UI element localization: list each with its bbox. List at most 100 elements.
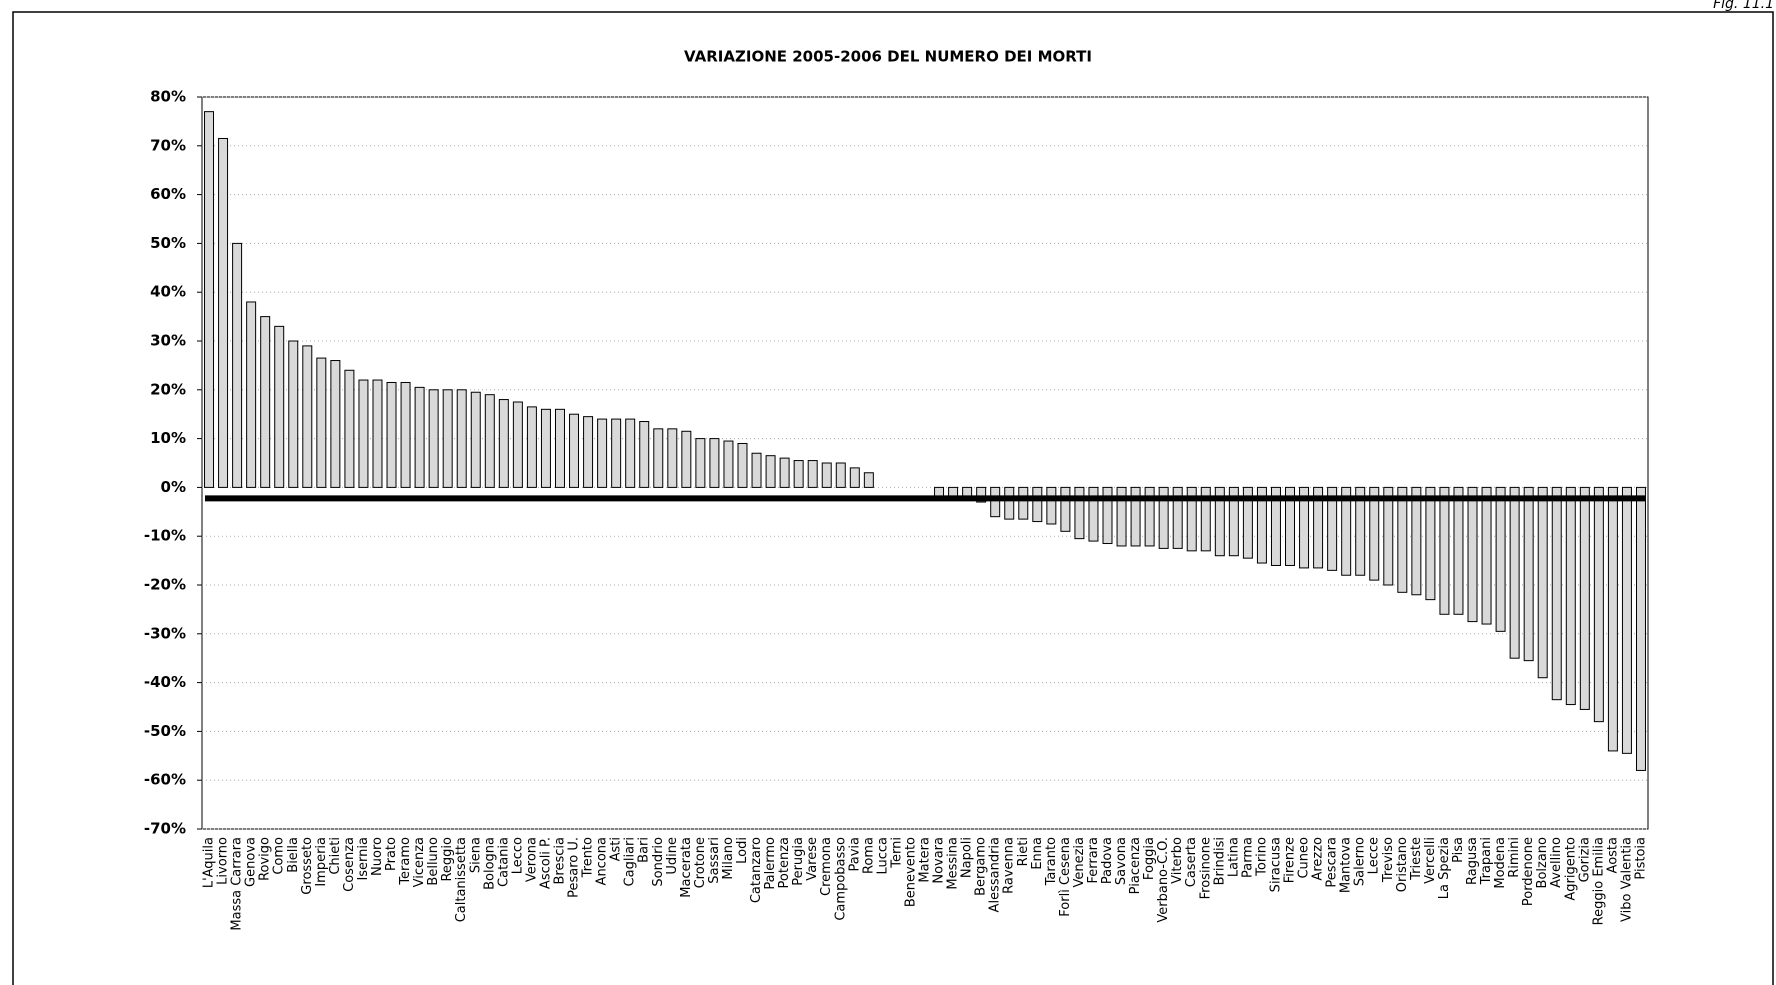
x-tick-label: Crotone — [693, 837, 708, 888]
x-tick-label: Macerata — [679, 837, 694, 898]
y-tick-label: 30% — [150, 332, 186, 350]
x-tick-label: Aosta — [1605, 837, 1620, 873]
bar — [1593, 486, 1604, 723]
bar — [1621, 486, 1632, 754]
x-tick-label: Milano — [721, 837, 736, 880]
x-tick-label: Cremona — [819, 837, 834, 896]
x-tick-label: Pistoia — [1633, 837, 1648, 880]
bar — [653, 428, 664, 488]
bar — [1256, 486, 1267, 564]
bar — [1537, 486, 1548, 679]
bar — [1313, 486, 1324, 569]
x-tick-label: Gorizia — [1577, 837, 1592, 882]
y-tick-label: 50% — [150, 234, 186, 252]
x-tick-label: Vicenza — [412, 837, 427, 887]
x-tick-label: Massa Carrara — [230, 837, 245, 931]
bar — [246, 301, 257, 488]
x-tick-label: Lucca — [875, 837, 890, 875]
bar — [1369, 486, 1380, 581]
x-tick-label: Genova — [244, 837, 259, 887]
x-tick-label: Palermo — [763, 837, 778, 890]
x-tick-label: Parma — [1240, 837, 1255, 878]
x-tick-label: Vibo Valentia — [1619, 837, 1634, 922]
x-tick-label: Caserta — [1184, 837, 1199, 887]
x-tick-label: Oristano — [1395, 837, 1410, 892]
x-tick-label: Padova — [1100, 837, 1115, 884]
x-tick-label: Teramo — [398, 837, 413, 886]
y-tick-label: -20% — [144, 576, 186, 594]
bar — [554, 408, 565, 488]
y-tick-label: -70% — [144, 820, 186, 838]
x-tick-label: Terni — [889, 837, 904, 869]
bar — [1046, 486, 1057, 525]
bar — [204, 111, 215, 488]
bar — [695, 438, 706, 488]
x-tick-label: Chieti — [328, 837, 343, 875]
x-tick-label: Treviso — [1381, 837, 1396, 883]
bar — [386, 381, 397, 488]
bar — [611, 418, 622, 488]
bar — [414, 386, 425, 488]
bar — [1341, 486, 1352, 576]
bar — [1186, 486, 1197, 552]
x-tick-label: Catania — [496, 837, 511, 887]
x-tick-label: Reggio — [440, 837, 455, 882]
x-tick-label: Latina — [1226, 837, 1241, 877]
x-tick-label: Bolzano — [1535, 837, 1550, 889]
bar — [1299, 486, 1310, 569]
bar — [1635, 486, 1646, 771]
bar — [990, 486, 1001, 518]
x-tick-label: Reggio Emilia — [1591, 837, 1606, 925]
bar — [1565, 486, 1576, 706]
x-tick-label: Cuneo — [1297, 837, 1312, 879]
bar — [1579, 486, 1590, 710]
x-tick-label: Napoli — [960, 837, 975, 878]
bar — [1425, 486, 1436, 601]
x-tick-label: Venezia — [1072, 837, 1087, 888]
x-tick-label: Pavia — [847, 837, 862, 872]
x-tick-label: Cosenza — [342, 837, 357, 892]
x-tick-label: Belluno — [426, 837, 441, 886]
bar — [737, 442, 748, 488]
x-tick-label: Varese — [805, 837, 820, 881]
bar — [512, 401, 523, 488]
x-tick-label: Pordenone — [1521, 837, 1536, 906]
x-tick-label: Matera — [918, 837, 933, 883]
x-tick-label: Prato — [384, 837, 399, 871]
x-tick-label: Siena — [468, 837, 483, 873]
bar — [484, 394, 495, 488]
x-tick-label: Sondrio — [651, 837, 666, 887]
y-tick-label: 40% — [150, 283, 186, 301]
bar — [400, 381, 411, 488]
bar — [667, 428, 678, 488]
bar — [1200, 486, 1211, 552]
x-tick-label: Grosseto — [300, 837, 315, 895]
x-tick-label: Perugia — [791, 837, 806, 886]
bar — [597, 418, 608, 488]
x-tick-label: Lodi — [735, 837, 750, 864]
bar — [302, 345, 313, 488]
y-tick-label: -50% — [144, 722, 186, 740]
y-tick-label: -40% — [144, 673, 186, 691]
x-tick-label: Bologna — [482, 837, 497, 890]
x-tick-label: Verona — [524, 837, 539, 882]
x-tick-label: Trento — [581, 837, 596, 878]
x-tick-label: Vercelli — [1423, 837, 1438, 884]
bar — [1074, 486, 1085, 540]
bar — [765, 455, 776, 488]
x-tick-label: Catanzaro — [749, 837, 764, 903]
bar — [976, 486, 987, 503]
bar — [1397, 486, 1408, 593]
bar — [779, 457, 790, 488]
bar — [288, 340, 299, 488]
x-tick-label: L'Aquila — [202, 837, 217, 888]
x-tick-label: Biella — [286, 837, 301, 873]
chart-title: VARIAZIONE 2005-2006 DEL NUMERO DEI MORT… — [684, 48, 1092, 66]
x-tick-label: Torino — [1254, 837, 1269, 877]
y-tick-label: 80% — [150, 88, 186, 106]
bar — [1242, 486, 1253, 559]
bar — [1481, 486, 1492, 625]
y-tick-label: -60% — [144, 771, 186, 789]
bar — [456, 389, 467, 488]
bar — [470, 391, 481, 488]
